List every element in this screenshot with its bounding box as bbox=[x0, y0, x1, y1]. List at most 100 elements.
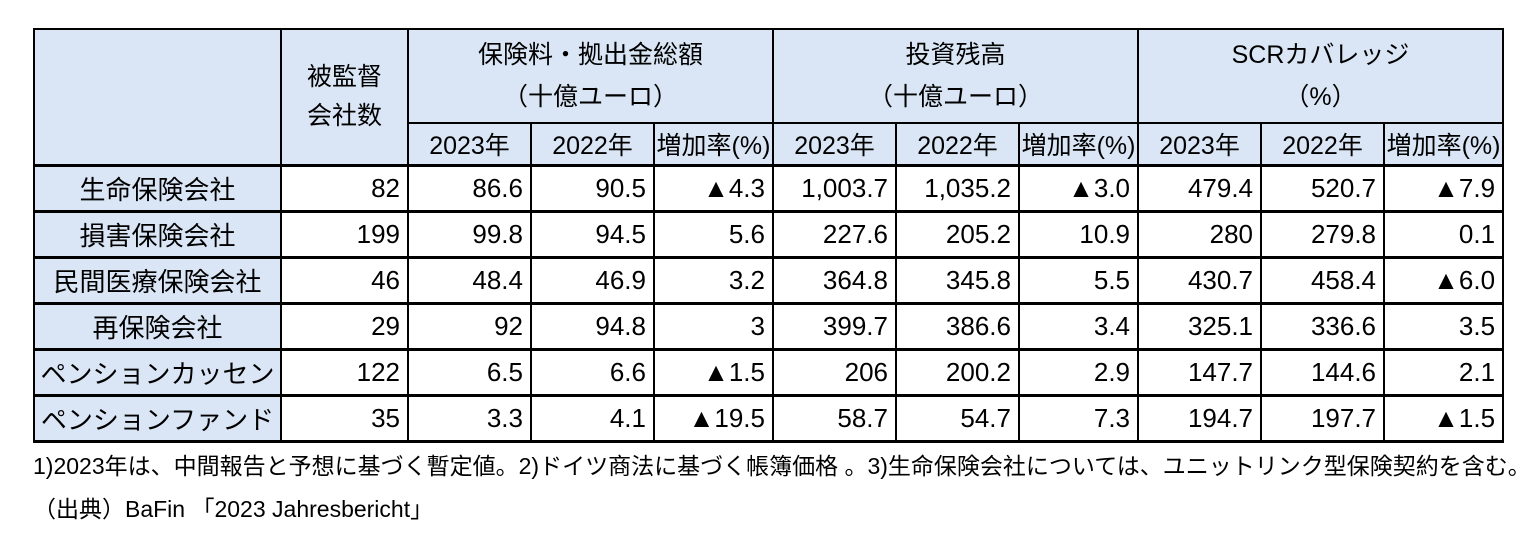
page: 被監督 会社数 保険料・拠出金総額 （十億ユーロ） 投資残高 （十億ユーロ） S… bbox=[33, 28, 1532, 526]
year-header-2023: 2023年 bbox=[407, 122, 532, 166]
row-label: ペンションファンド bbox=[33, 393, 282, 443]
table-row: ペンションファンド 35 3.3 4.1 ▲19.5 58.7 54.7 7.3… bbox=[33, 393, 1505, 443]
table-cell: 3 bbox=[653, 301, 774, 351]
table-cell: 0.1 bbox=[1383, 209, 1505, 259]
table-cell: 6.5 bbox=[407, 347, 532, 397]
table-cell: 90.5 bbox=[530, 163, 655, 213]
table-cell: 227.6 bbox=[772, 209, 897, 259]
table-cell: 199 bbox=[280, 209, 409, 259]
table-row: 民間医療保険会社 46 48.4 46.9 3.2 364.8 345.8 5.… bbox=[33, 255, 1505, 305]
table-cell: 122 bbox=[280, 347, 409, 397]
table-cell: 458.4 bbox=[1260, 255, 1386, 305]
table-cell: 364.8 bbox=[772, 255, 897, 305]
table-row: 生命保険会社 82 86.6 90.5 ▲4.3 1,003.7 1,035.2… bbox=[33, 163, 1505, 213]
table-cell: 82 bbox=[280, 163, 409, 213]
table-cell: 3.3 bbox=[407, 393, 532, 443]
group-header-premiums-unit: （十億ユーロ） bbox=[502, 83, 678, 111]
table-cell: 4.1 bbox=[530, 393, 655, 443]
year-header-2023: 2023年 bbox=[1137, 122, 1263, 166]
row-label: 損害保険会社 bbox=[33, 209, 282, 259]
table-cell: 7.3 bbox=[1017, 393, 1140, 443]
group-header-scr-unit: （%） bbox=[1284, 83, 1357, 111]
group-header-scr: SCRカバレッジ （%） bbox=[1137, 28, 1505, 124]
table-cell: 86.6 bbox=[407, 163, 532, 213]
table-cell: 279.8 bbox=[1260, 209, 1386, 259]
rate-header: 増加率(%) bbox=[1017, 122, 1140, 166]
table-cell: 280 bbox=[1137, 209, 1263, 259]
row-label: 生命保険会社 bbox=[33, 163, 282, 213]
table-cell: 200.2 bbox=[895, 347, 1020, 397]
table-cell: ▲7.9 bbox=[1383, 163, 1505, 213]
footnote: 1)2023年は、中間報告と予想に基づく暫定値。2)ドイツ商法に基づく帳簿価格 … bbox=[33, 452, 1531, 479]
group-header-premiums-title: 保険料・拠出金総額 bbox=[477, 40, 703, 69]
source-note: （出典）BaFin 「2023 Jahresbericht」 bbox=[33, 496, 434, 523]
year-header-2022: 2022年 bbox=[895, 122, 1020, 166]
table-cell: 144.6 bbox=[1260, 347, 1386, 397]
table-row: ペンションカッセン 122 6.5 6.6 ▲1.5 206 200.2 2.9… bbox=[33, 347, 1505, 397]
row-label: ペンションカッセン bbox=[33, 347, 282, 397]
table-cell: 92 bbox=[407, 301, 532, 351]
table-cell: 2.1 bbox=[1383, 347, 1505, 397]
table-cell: 1,035.2 bbox=[895, 163, 1020, 213]
table-cell: 205.2 bbox=[895, 209, 1020, 259]
header-year-row: 2023年 2022年 増加率(%) 2023年 2022年 増加率(%) 20… bbox=[34, 122, 1505, 166]
header-group-row: 被監督 会社数 保険料・拠出金総額 （十億ユーロ） 投資残高 （十億ユーロ） S… bbox=[33, 28, 1505, 166]
table-cell: 54.7 bbox=[895, 393, 1020, 443]
table-cell: 10.9 bbox=[1017, 209, 1140, 259]
table-cell: ▲6.0 bbox=[1383, 255, 1505, 305]
table-cell: 5.6 bbox=[653, 209, 774, 259]
table-cell: 194.7 bbox=[1137, 393, 1263, 443]
table-cell: 6.6 bbox=[530, 347, 655, 397]
supervised-header-line2: 会社数 bbox=[306, 101, 382, 130]
table-cell: 336.6 bbox=[1260, 301, 1386, 351]
table-cell: 46 bbox=[280, 255, 409, 305]
table-cell: 35 bbox=[280, 393, 409, 443]
table-cell: 94.8 bbox=[530, 301, 655, 351]
table-cell: ▲4.3 bbox=[653, 163, 774, 213]
table-cell: 520.7 bbox=[1260, 163, 1386, 213]
data-table: 被監督 会社数 保険料・拠出金総額 （十億ユーロ） 投資残高 （十億ユーロ） S… bbox=[33, 28, 1505, 443]
corner-cell bbox=[33, 28, 282, 166]
table-row: 損害保険会社 199 99.8 94.5 5.6 227.6 205.2 10.… bbox=[33, 209, 1505, 259]
table-cell: ▲1.5 bbox=[653, 347, 774, 397]
table-cell: 29 bbox=[280, 301, 409, 351]
table-cell: 46.9 bbox=[530, 255, 655, 305]
group-header-premiums: 保険料・拠出金総額 （十億ユーロ） bbox=[407, 28, 774, 124]
table-cell: 206 bbox=[772, 347, 897, 397]
table-cell: 386.6 bbox=[895, 301, 1020, 351]
supervised-companies-header: 被監督 会社数 bbox=[280, 28, 409, 166]
table-cell: 430.7 bbox=[1137, 255, 1263, 305]
table-cell: 2.9 bbox=[1017, 347, 1140, 397]
rate-header: 増加率(%) bbox=[1383, 122, 1505, 166]
group-header-investments-unit: （十億ユーロ） bbox=[868, 83, 1044, 111]
table-cell: 399.7 bbox=[772, 301, 897, 351]
table-row: 再保険会社 29 92 94.8 3 399.7 386.6 3.4 325.1… bbox=[33, 301, 1505, 351]
row-label: 再保険会社 bbox=[33, 301, 282, 351]
year-header-2022: 2022年 bbox=[1260, 122, 1386, 166]
table-cell: 345.8 bbox=[895, 255, 1020, 305]
table-cell: ▲3.0 bbox=[1017, 163, 1140, 213]
year-header-2022: 2022年 bbox=[530, 122, 655, 166]
table-cell: 5.5 bbox=[1017, 255, 1140, 305]
year-header-2023: 2023年 bbox=[772, 122, 897, 166]
table-cell: 325.1 bbox=[1137, 301, 1263, 351]
table-cell: 147.7 bbox=[1137, 347, 1263, 397]
supervised-header-line1: 被監督 bbox=[306, 63, 382, 91]
notes-section: 1)2023年は、中間報告と予想に基づく暫定値。2)ドイツ商法に基づく帳簿価格 … bbox=[33, 452, 1532, 526]
row-label: 民間医療保険会社 bbox=[33, 255, 282, 305]
group-header-investments-title: 投資残高 bbox=[905, 40, 1006, 69]
table-cell: ▲1.5 bbox=[1383, 393, 1505, 443]
table-cell: 99.8 bbox=[407, 209, 532, 259]
table-cell: 3.4 bbox=[1017, 301, 1140, 351]
group-header-investments: 投資残高 （十億ユーロ） bbox=[771, 28, 1140, 124]
table-cell: ▲19.5 bbox=[653, 393, 774, 443]
table-cell: 479.4 bbox=[1137, 163, 1263, 213]
table-cell: 48.4 bbox=[407, 255, 532, 305]
table-cell: 58.7 bbox=[772, 393, 897, 443]
table-cell: 3.2 bbox=[653, 255, 774, 305]
table-cell: 197.7 bbox=[1260, 393, 1386, 443]
table-cell: 94.5 bbox=[530, 209, 655, 259]
rate-header: 増加率(%) bbox=[653, 122, 774, 166]
group-header-scr-title: SCRカバレッジ bbox=[1231, 40, 1410, 69]
table-cell: 1,003.7 bbox=[772, 163, 897, 213]
